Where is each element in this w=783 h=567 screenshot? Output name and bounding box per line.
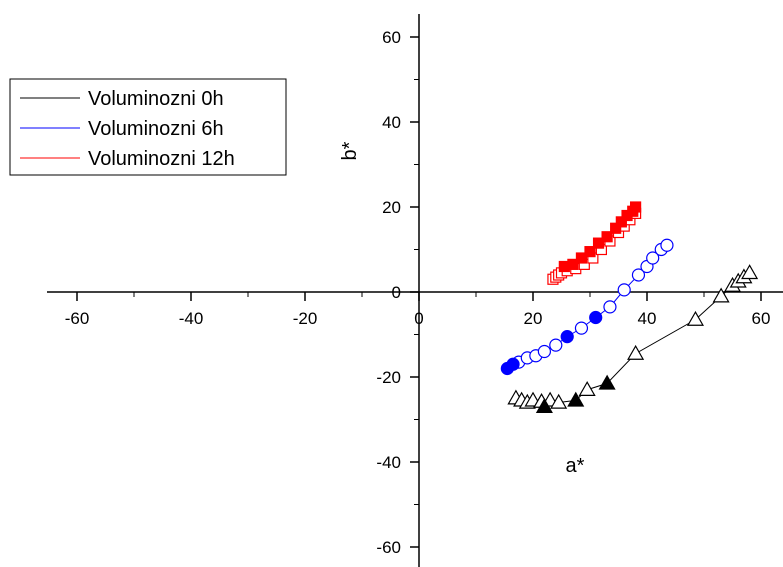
data-point-open bbox=[537, 344, 552, 359]
data-point-open bbox=[550, 393, 568, 409]
legend-label-12h: Voluminozni 12h bbox=[88, 148, 235, 170]
y-axis-title: b* bbox=[339, 141, 361, 160]
x-axis-title: a* bbox=[566, 455, 585, 477]
legend-item-6h: Voluminozni 6h bbox=[20, 118, 224, 140]
data-point-filled bbox=[535, 398, 553, 413]
data-point-open bbox=[603, 300, 617, 314]
series-0 bbox=[507, 264, 759, 413]
axes: -60 -40 -20 0 20 40 60 -60 -40 -20 0 20 40 60 bbox=[47, 14, 783, 567]
data-point-open bbox=[574, 321, 589, 335]
data-point-open bbox=[646, 251, 660, 265]
y-tick-label: -60 bbox=[376, 538, 401, 557]
series-1 bbox=[500, 238, 674, 376]
data-point-filled bbox=[598, 374, 616, 390]
data-point-open bbox=[741, 264, 759, 280]
data-point-open bbox=[578, 381, 596, 396]
x-tick-label: 60 bbox=[752, 309, 771, 328]
legend-label-6h: Voluminozni 6h bbox=[88, 118, 224, 140]
x-tick-label: 20 bbox=[524, 309, 543, 328]
legend-box bbox=[9, 78, 287, 176]
data-point-filled bbox=[589, 310, 603, 325]
legend-label-0h: Voluminozni 0h bbox=[88, 88, 224, 110]
x-tick-label: 40 bbox=[638, 309, 657, 328]
legend-item-0h: Voluminozni 0h bbox=[20, 88, 224, 110]
data-point-open bbox=[617, 283, 631, 297]
data-point-open bbox=[627, 344, 645, 360]
data-point-filled bbox=[601, 231, 613, 243]
data-point-open bbox=[686, 310, 704, 326]
data-point-filled bbox=[584, 246, 596, 258]
data-point-filled bbox=[610, 222, 622, 234]
y-tick-label: 40 bbox=[382, 113, 401, 132]
y-tick-label: -40 bbox=[376, 453, 401, 472]
data-point-filled bbox=[567, 391, 585, 407]
data-point-filled bbox=[506, 357, 520, 371]
y-tick-label: 0 bbox=[392, 283, 401, 302]
plot-area bbox=[500, 201, 759, 413]
data-point-open bbox=[631, 268, 646, 282]
data-point-filled bbox=[629, 201, 642, 213]
series-line-0 bbox=[515, 272, 750, 408]
x-tick-label: -40 bbox=[179, 309, 204, 328]
data-point-open bbox=[660, 238, 674, 252]
series-2 bbox=[547, 201, 642, 285]
data-point-open bbox=[712, 287, 730, 303]
data-point-open bbox=[549, 338, 563, 352]
legend-item-12h: Voluminozni 12h bbox=[20, 148, 235, 170]
data-point-filled bbox=[592, 237, 605, 249]
x-tick-label: -20 bbox=[293, 309, 318, 328]
y-tick-label: -20 bbox=[376, 368, 401, 387]
legend: Voluminozni 0h Voluminozni 6h Voluminozn… bbox=[9, 78, 287, 176]
data-point-filled bbox=[560, 330, 574, 344]
y-tick-label: 20 bbox=[382, 198, 401, 217]
y-tick-label: 60 bbox=[382, 28, 401, 47]
x-tick-label: 0 bbox=[414, 309, 423, 328]
data-point-filled bbox=[615, 216, 627, 228]
x-tick-label: -60 bbox=[65, 309, 90, 328]
data-point-filled bbox=[567, 258, 579, 270]
data-point-filled bbox=[575, 252, 588, 264]
